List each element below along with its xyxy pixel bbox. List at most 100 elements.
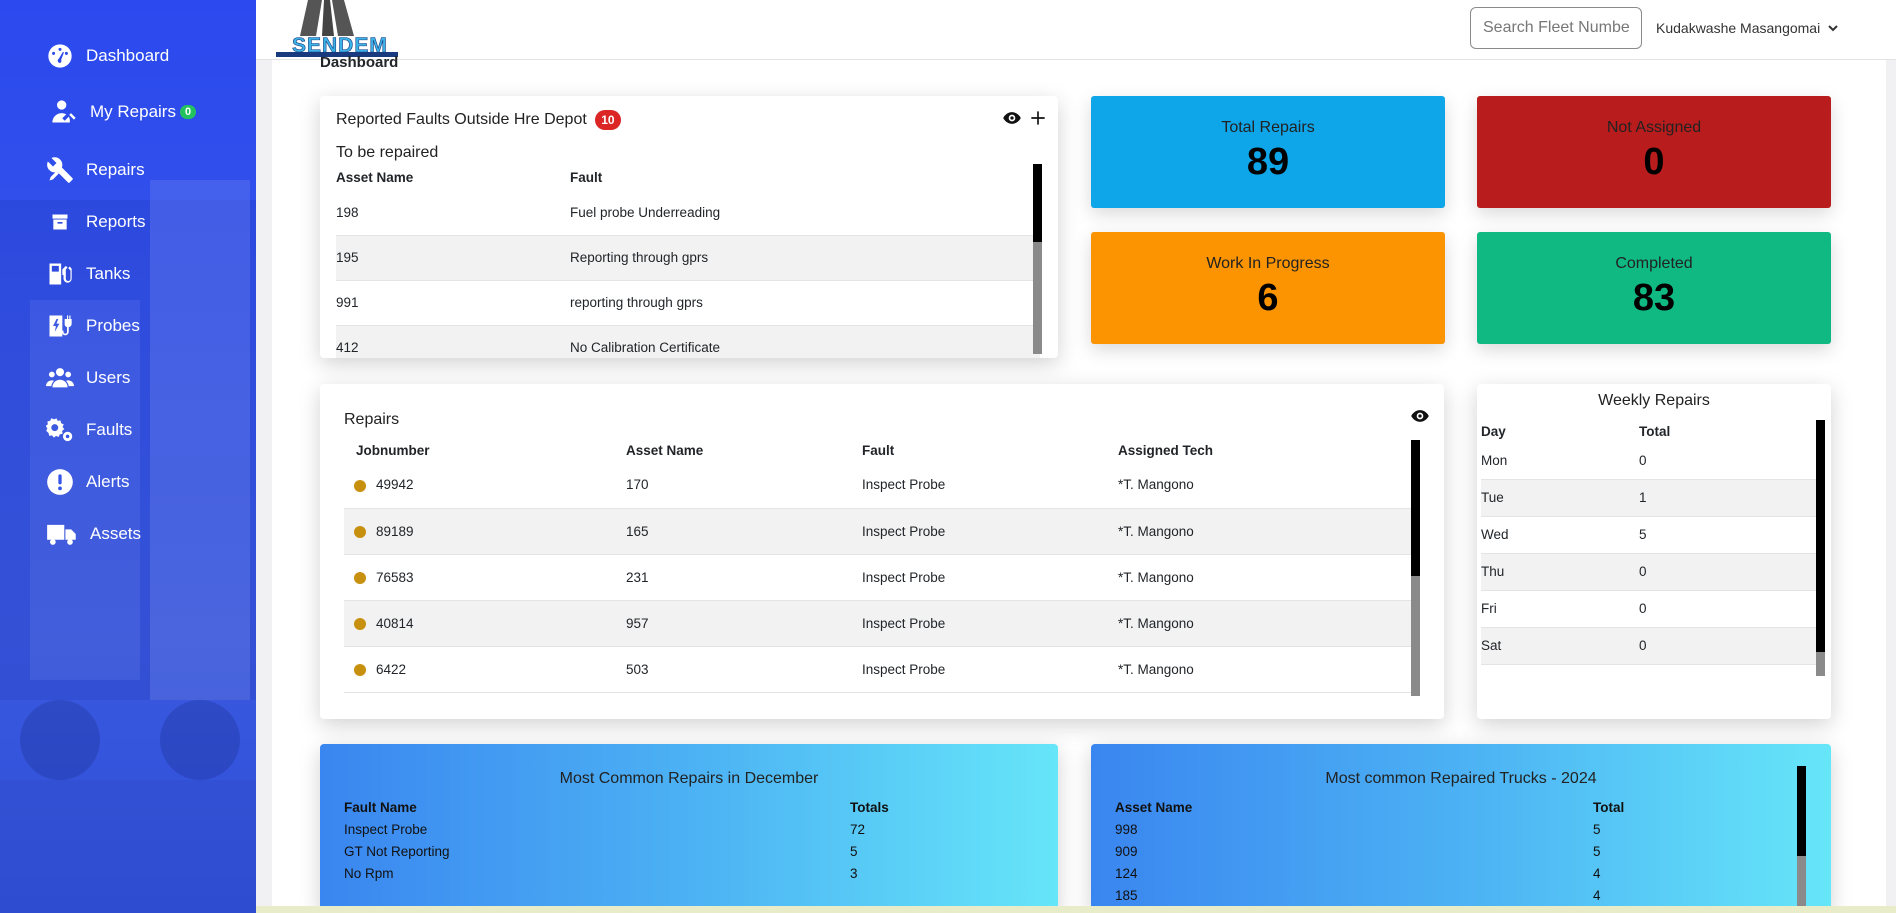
table-row[interactable]: 991 reporting through gprs bbox=[336, 280, 1040, 326]
table-row[interactable]: Thu 0 bbox=[1481, 553, 1819, 591]
weekly-repairs-card: Weekly Repairs Day Total Mon 0 Tue 1 Wed… bbox=[1477, 384, 1831, 719]
faults-table: Asset Name Fault 198 Fuel probe Underrea… bbox=[336, 164, 1040, 358]
repairs-scrollbar-thumb[interactable] bbox=[1411, 440, 1420, 576]
repairs-asset-cell: 231 bbox=[626, 554, 862, 601]
total-repairs-card[interactable]: Total Repairs 89 bbox=[1091, 96, 1445, 208]
sidebar-item-reports[interactable]: Reports bbox=[46, 202, 146, 242]
common-trucks-total-cell: 4 bbox=[1593, 865, 1601, 881]
common-repairs-fault-cell: No Rpm bbox=[344, 865, 394, 881]
table-row[interactable]: 124 4 bbox=[1115, 862, 1795, 884]
faults-fault-cell: Reporting through gprs bbox=[570, 235, 1040, 281]
faults-asset-cell: 412 bbox=[336, 340, 359, 356]
reported-faults-title-text: Reported Faults Outside Hre Depot bbox=[336, 111, 587, 128]
table-row[interactable]: 909 5 bbox=[1115, 840, 1795, 862]
common-repairs-col-fault: Fault Name bbox=[344, 799, 417, 815]
weekly-day-cell: Wed bbox=[1481, 516, 1639, 554]
not-assigned-label: Not Assigned bbox=[1606, 119, 1702, 136]
repairs-scrollbar[interactable] bbox=[1411, 440, 1420, 696]
table-row[interactable]: 195 Reporting through gprs bbox=[336, 235, 1040, 281]
completed-value: 83 bbox=[1632, 277, 1676, 319]
sidebar-item-my-repairs[interactable]: My Repairs 0 bbox=[50, 92, 197, 132]
common-repairs-col-totals: Totals bbox=[850, 799, 889, 815]
table-row[interactable]: 76583 231 Inspect Probe *T. Mangono bbox=[344, 554, 1416, 601]
view-faults-button[interactable] bbox=[1002, 108, 1022, 133]
table-row[interactable]: 49942 170 Inspect Probe *T. Mangono bbox=[344, 462, 1416, 509]
users-icon bbox=[46, 368, 74, 388]
common-trucks-table: Asset Name Total 998 5 909 5 124 4 185 4 bbox=[1115, 796, 1795, 906]
sidebar-item-tanks[interactable]: Tanks bbox=[46, 254, 130, 294]
company-logo[interactable]: SENDEM bbox=[272, 0, 402, 60]
table-row[interactable]: Mon 0 bbox=[1481, 442, 1819, 480]
faults-subtitle: To be repaired bbox=[336, 144, 439, 161]
table-row[interactable]: Inspect Probe 72 bbox=[344, 818, 1024, 840]
top-bar: SENDEM Kudakwashe Masangomai bbox=[256, 0, 1896, 60]
faults-fault-cell: No Calibration Certificate bbox=[570, 340, 721, 356]
repairs-fault-cell: Inspect Probe bbox=[862, 646, 1118, 693]
add-fault-button[interactable] bbox=[1028, 108, 1048, 133]
sidebar: Dashboard My Repairs 0 Repairs Reports T… bbox=[0, 0, 256, 913]
common-repairs-total-cell: 3 bbox=[850, 865, 858, 881]
table-row[interactable]: 198 Fuel probe Underreading bbox=[336, 190, 1040, 236]
tools-icon bbox=[47, 157, 73, 183]
repairs-asset-cell: 503 bbox=[626, 646, 862, 693]
repairs-fault-cell: Inspect Probe bbox=[862, 554, 1118, 601]
weekly-total-cell: 0 bbox=[1639, 590, 1819, 628]
user-menu[interactable]: Kudakwashe Masangomai bbox=[1656, 20, 1838, 36]
table-row[interactable]: Tue 1 bbox=[1481, 479, 1819, 517]
sidebar-item-repairs[interactable]: Repairs bbox=[46, 150, 145, 190]
search-fleet-input[interactable] bbox=[1470, 7, 1642, 49]
weekly-scrollbar-thumb[interactable] bbox=[1816, 420, 1825, 652]
faults-fault-cell: reporting through gprs bbox=[570, 280, 1040, 326]
completed-card[interactable]: Completed 83 bbox=[1477, 232, 1831, 344]
sidebar-item-label: Faults bbox=[86, 420, 133, 439]
common-trucks-asset-cell: 185 bbox=[1115, 887, 1138, 903]
table-row[interactable]: 998 5 bbox=[1115, 818, 1795, 840]
table-row[interactable]: 40814 957 Inspect Probe *T. Mangono bbox=[344, 600, 1416, 647]
table-row[interactable]: Fri 0 bbox=[1481, 590, 1819, 628]
dashboard-icon bbox=[48, 44, 72, 68]
common-repairs-total-cell: 5 bbox=[850, 843, 858, 859]
common-trucks-scrollbar-thumb[interactable] bbox=[1797, 766, 1806, 856]
plus-icon bbox=[1031, 111, 1045, 125]
repairs-card: Repairs Jobnumber Asset Name Fault Assig… bbox=[320, 384, 1444, 719]
total-repairs-label: Total Repairs bbox=[1221, 119, 1315, 136]
table-row[interactable]: 6422 503 Inspect Probe *T. Mangono bbox=[344, 646, 1416, 693]
work-in-progress-value: 6 bbox=[1257, 277, 1279, 319]
common-repairs-fault-cell: GT Not Reporting bbox=[344, 843, 450, 859]
chevron-down-icon bbox=[1828, 25, 1838, 32]
sidebar-item-faults[interactable]: Faults bbox=[46, 410, 132, 450]
weekly-total-cell: 0 bbox=[1639, 553, 1819, 591]
common-trucks-asset-cell: 124 bbox=[1115, 865, 1138, 881]
weekly-day-cell: Thu bbox=[1481, 553, 1639, 591]
table-row[interactable]: 185 4 bbox=[1115, 884, 1795, 906]
common-trucks-scrollbar[interactable] bbox=[1797, 766, 1806, 913]
bottom-strip bbox=[256, 906, 1896, 913]
truck-background-image bbox=[0, 180, 256, 913]
weekly-total-cell: 1 bbox=[1639, 479, 1819, 517]
weekly-col-total: Total bbox=[1639, 423, 1671, 439]
table-row[interactable]: GT Not Reporting 5 bbox=[344, 840, 1024, 862]
repairs-job-cell: 76583 bbox=[376, 569, 414, 585]
sidebar-item-dashboard[interactable]: Dashboard bbox=[46, 36, 169, 76]
gears-icon bbox=[46, 418, 73, 442]
sidebar-item-assets[interactable]: Assets bbox=[46, 514, 141, 554]
sidebar-item-probes[interactable]: Probes bbox=[46, 306, 140, 346]
table-row[interactable]: Sat 0 bbox=[1481, 627, 1819, 665]
weekly-scrollbar[interactable] bbox=[1816, 420, 1825, 676]
table-row[interactable]: 412 No Calibration Certificate bbox=[336, 325, 1040, 358]
table-row[interactable]: 89189 165 Inspect Probe *T. Mangono bbox=[344, 508, 1416, 555]
repairs-job-cell: 40814 bbox=[376, 615, 414, 631]
table-row[interactable]: No Rpm 3 bbox=[344, 862, 1024, 884]
sidebar-item-users[interactable]: Users bbox=[46, 358, 130, 398]
truck-icon bbox=[47, 524, 76, 545]
view-repairs-button[interactable] bbox=[1410, 406, 1430, 431]
not-assigned-card[interactable]: Not Assigned 0 bbox=[1477, 96, 1831, 208]
repairs-tech-cell: *T. Mangono bbox=[1118, 462, 1416, 509]
repairs-tech-cell: *T. Mangono bbox=[1118, 554, 1416, 601]
work-in-progress-card[interactable]: Work In Progress 6 bbox=[1091, 232, 1445, 344]
table-row[interactable]: Wed 5 bbox=[1481, 516, 1819, 554]
faults-scrollbar[interactable] bbox=[1033, 164, 1042, 354]
sidebar-item-alerts[interactable]: Alerts bbox=[46, 462, 129, 502]
my-repairs-count-badge: 0 bbox=[179, 105, 197, 119]
faults-scrollbar-thumb[interactable] bbox=[1033, 164, 1042, 242]
